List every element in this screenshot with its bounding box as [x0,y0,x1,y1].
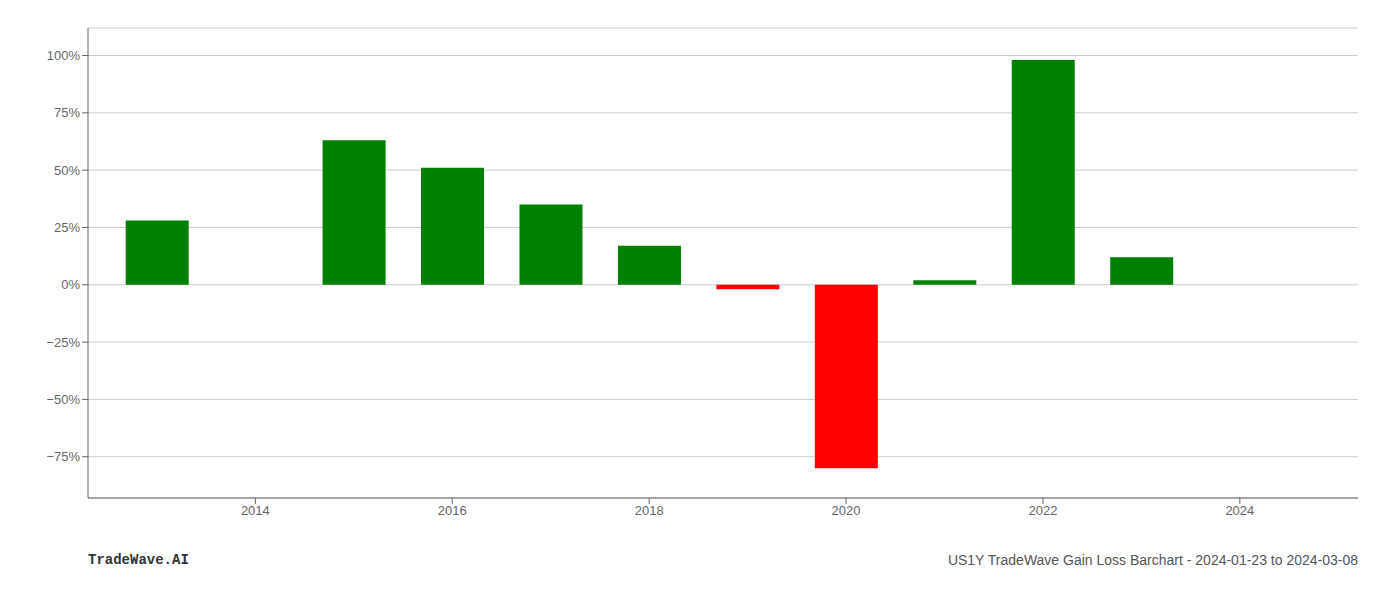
html-text:TradeWave.AI: TradeWave.AI [88,552,189,568]
svg-text:2022: 2022 [1029,503,1058,518]
svg-text:0%: 0% [61,277,80,292]
svg-text:2014: 2014 [241,503,270,518]
svg-text:100%: 100% [47,48,81,63]
svg-text:−25%: −25% [46,335,80,350]
svg-text:2024: 2024 [1225,503,1254,518]
svg-text:2016: 2016 [438,503,467,518]
svg-text:2018: 2018 [635,503,664,518]
svg-text:50%: 50% [54,163,80,178]
html-text:US1Y TradeWave Gain Loss Barch: US1Y TradeWave Gain Loss Barchart - 2024… [947,552,1358,568]
svg-text:75%: 75% [54,105,80,120]
svg-text:2020: 2020 [832,503,861,518]
svg-text:−50%: −50% [46,392,80,407]
svg-text:25%: 25% [54,220,80,235]
svg-text:−75%: −75% [46,449,80,464]
